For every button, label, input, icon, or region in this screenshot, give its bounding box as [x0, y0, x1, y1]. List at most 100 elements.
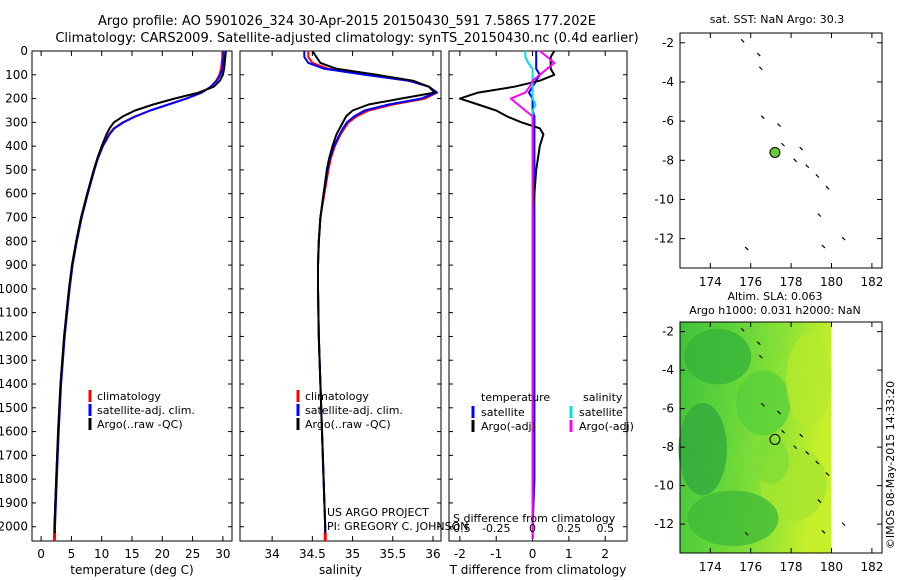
map-y-tick-label: -8	[662, 153, 674, 167]
map-y-tick-label: -2	[662, 36, 674, 50]
x-tick-label: 35.5	[379, 547, 406, 561]
map-y-tick-label: -8	[662, 440, 674, 454]
depth-tick-label: 400	[5, 139, 28, 153]
map-title: sat. SST: NaN Argo: 30.3	[710, 13, 844, 26]
series-line	[53, 51, 224, 539]
depth-tick-label: 200	[5, 92, 28, 106]
map-x-tick-label: 176	[739, 275, 762, 289]
map-title: Altim. SLA: 0.063	[727, 290, 822, 303]
depth-tick-label: 300	[5, 115, 28, 129]
secondary-tick-label: 0.5	[596, 522, 614, 535]
x-tick-label: 1	[565, 547, 573, 561]
map-x-tick-label: 182	[860, 560, 883, 574]
legend-label: climatology	[97, 390, 161, 403]
map-y-tick-label: -12	[654, 517, 674, 531]
legend-label: satellite-adj. clim.	[97, 404, 195, 417]
x-tick-label: 35	[345, 547, 360, 561]
map-y-tick-label: -6	[662, 402, 674, 416]
profile-marker	[769, 433, 781, 445]
x-axis-label: T difference from climatology	[449, 563, 627, 577]
float-point	[781, 142, 785, 147]
float-point	[825, 472, 830, 476]
x-tick-label: 0	[529, 547, 537, 561]
x-tick-label: 20	[155, 547, 170, 561]
x-tick-label: 30	[215, 547, 230, 561]
sla-blob	[678, 402, 727, 496]
secondary-axis-label: S difference from climatology	[453, 512, 616, 525]
header-line-2: Climatology: CARS2009. Satellite-adjuste…	[55, 31, 638, 46]
depth-tick-label: 1400	[0, 377, 28, 391]
imos-credit: ©IMOS 08-May-2015 14:33:20	[884, 381, 897, 549]
float-point	[756, 341, 761, 346]
plot-frame	[448, 50, 628, 542]
float-point	[793, 445, 798, 450]
series-line	[303, 51, 438, 539]
legend-label: Argo(..raw -QC)	[305, 418, 391, 431]
float-point	[825, 185, 830, 190]
x-axis-label: salinity	[319, 563, 362, 577]
map-x-tick-label: 180	[820, 560, 843, 574]
float-point	[740, 327, 745, 332]
legend-title-salinity: salinity	[583, 391, 623, 404]
map-y-tick-label: -6	[662, 114, 674, 128]
series-line	[53, 50, 227, 539]
legend-title-temperature: temperature	[481, 391, 550, 404]
float-point	[760, 402, 765, 407]
float-point	[744, 246, 749, 251]
sla-blob	[736, 370, 791, 436]
legend-label: satellite	[579, 406, 623, 419]
x-tick-label: -2	[454, 547, 466, 561]
series-line	[307, 51, 438, 539]
sla-blob	[752, 437, 790, 484]
sla-blob	[786, 333, 832, 426]
float-point	[777, 410, 781, 415]
depth-tick-label: 600	[5, 187, 28, 201]
profile-marker	[769, 146, 781, 158]
float-point	[756, 52, 761, 57]
depth-tick-label: 1900	[0, 496, 28, 510]
x-tick-label: 5	[68, 547, 76, 561]
secondary-tick-label: -0.25	[482, 522, 510, 535]
float-point	[744, 531, 749, 536]
legend-label: Argo(..raw -QC)	[97, 418, 183, 431]
plot-frame	[239, 50, 442, 542]
series-line	[458, 50, 556, 539]
depth-tick-label: 2000	[0, 520, 28, 534]
map-y-tick-label: -4	[662, 75, 674, 89]
float-point	[777, 123, 781, 127]
x-tick-label: 10	[94, 547, 109, 561]
x-tick-label: 2	[601, 547, 609, 561]
legend-label: satellite-adj. clim.	[305, 404, 403, 417]
plot-frame	[31, 50, 233, 542]
map-x-tick-label: 178	[780, 275, 803, 289]
depth-tick-label: 1300	[0, 353, 28, 367]
x-tick-label: 34.5	[299, 547, 326, 561]
float-point	[841, 522, 846, 527]
project-label: US ARGO PROJECT	[327, 506, 429, 519]
depth-tick-label: 100	[5, 68, 28, 82]
header-line-1: Argo profile: AO 5901026_324 30-Apr-2015…	[98, 14, 596, 29]
x-tick-label: -1	[490, 547, 502, 561]
float-point	[758, 66, 763, 71]
secondary-tick-label: 0.25	[557, 522, 582, 535]
difference-panel: -2 -1 0 1 2 T difference from climatology -0.5…	[448, 50, 634, 577]
sla-map-panel: 174 176 178 180 182 -2 -4 -6 -8 -10 -12 Altim. SLA:…	[654, 290, 883, 574]
map-y-tick-label: -2	[662, 325, 674, 339]
float-point	[841, 236, 846, 241]
float-point	[760, 115, 765, 120]
series-line	[54, 51, 225, 539]
depth-tick-label: 1800	[0, 472, 28, 486]
x-axis-label: temperature (deg C)	[70, 563, 193, 577]
map-x-tick-label: 178	[780, 560, 803, 574]
legend-label: Argo(-adj)	[481, 420, 536, 433]
secondary-tick-label: 0	[529, 522, 536, 535]
pi-label: PI: GREGORY C. JOHNSON	[327, 520, 468, 533]
map-subtitle: Argo h1000: 0.031 h2000: NaN	[689, 304, 861, 317]
map-y-tick-label: -4	[662, 363, 674, 377]
map-x-tick-label: 182	[860, 275, 883, 289]
depth-tick-label: 900	[5, 258, 28, 272]
sst-map-panel: 174 176 178 180 182 -2 -4 -6 -8 -10 -12 sat. SST: N…	[654, 13, 883, 289]
depth-tick-label: 1000	[0, 282, 28, 296]
depth-tick-label: 800	[5, 234, 28, 248]
